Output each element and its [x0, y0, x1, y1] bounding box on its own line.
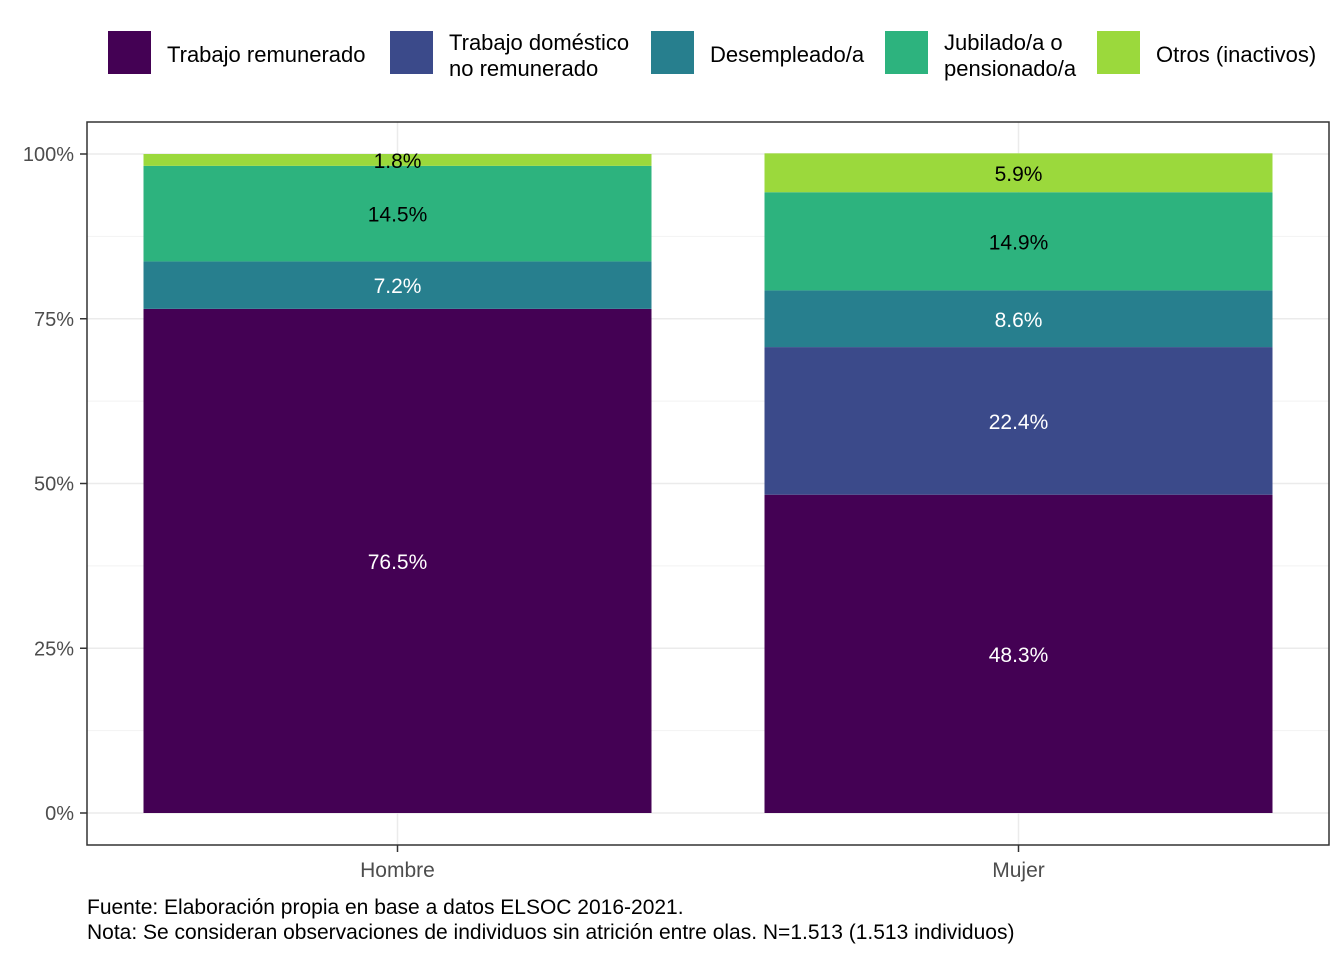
- data-label-mujer-jubilado-a-o-pensionado-a: 14.9%: [989, 231, 1049, 254]
- bar-mujer-trabajo-domestico-no-remunerado: [764, 347, 1273, 495]
- legend-label-desempleado-a: Desempleado/a: [710, 42, 865, 67]
- data-label-mujer-trabajo-domestico-no-remunerado: 22.4%: [989, 411, 1049, 434]
- data-label-hombre-trabajo-remunerado: 76.5%: [368, 551, 428, 574]
- legend-key-desempleado-a: [651, 31, 694, 74]
- y-tick-label: 0%: [45, 803, 74, 825]
- y-tick-label: 25%: [34, 638, 74, 660]
- bar-mujer-jubilado-a-o-pensionado-a: [764, 192, 1273, 291]
- legend-label-jubilado-a-o-pensionado-a-line-2: pensionado/a: [944, 56, 1077, 81]
- bars: [143, 153, 1273, 813]
- bar-hombre-jubilado-a-o-pensionado-a: [143, 165, 652, 262]
- bar-labels: 76.5% 7.2% 14.5% 1.8% 48.3% 22.4% 8.6% 14.9% 5.9…: [368, 150, 1049, 667]
- legend-key-otros-inactivos: [1097, 31, 1140, 74]
- y-tick-label: 75%: [34, 309, 74, 331]
- bar-hombre-trabajo-remunerado: [143, 308, 652, 813]
- data-label-mujer-otros-inactivos: 5.9%: [995, 163, 1043, 186]
- x-tick-label-hombre: Hombre: [360, 859, 435, 882]
- caption-source: Fuente: Elaboración propia en base a dat…: [87, 896, 684, 919]
- legend-label-jubilado-a-o-pensionado-a-line-1: Jubilado/a o: [944, 30, 1063, 55]
- legend-label-otros-inactivos: Otros (inactivos): [1156, 42, 1316, 67]
- legend-key-trabajo-domestico-no-remunerado: [390, 31, 433, 74]
- legend-key-trabajo-remunerado: [108, 31, 151, 74]
- bar-mujer-trabajo-remunerado: [764, 494, 1273, 813]
- x-tick-label-mujer: Mujer: [992, 859, 1045, 882]
- data-label-hombre-jubilado-a-o-pensionado-a: 14.5%: [368, 204, 428, 227]
- legend-label-trabajo-domestico-no-remunerado-line-2: no remunerado: [449, 56, 598, 81]
- data-label-hombre-otros-inactivos: 1.8%: [374, 150, 422, 173]
- y-tick-label: 50%: [34, 474, 74, 496]
- bar-mujer-desempleado-a: [764, 290, 1273, 348]
- data-label-mujer-desempleado-a: 8.6%: [995, 309, 1043, 332]
- data-label-hombre-desempleado-a: 7.2%: [374, 275, 422, 298]
- y-axis: 0% 25% 50% 75% 100%: [23, 144, 87, 825]
- legend-item-otros-inactivos: Otros (inactivos): [1097, 31, 1316, 74]
- legend-item-trabajo-remunerado: Trabajo remunerado: [108, 31, 366, 74]
- legend-label-trabajo-remunerado: Trabajo remunerado: [167, 42, 366, 67]
- bar-hombre-desempleado-a: [143, 261, 652, 309]
- caption-note: Nota: Se consideran observaciones de ind…: [87, 921, 1015, 944]
- data-label-mujer-trabajo-remunerado: 48.3%: [989, 644, 1049, 667]
- bar-hombre-otros-inactivos: [143, 154, 652, 166]
- legend-item-desempleado-a: Desempleado/a: [651, 31, 865, 74]
- legend-label-trabajo-domestico-no-remunerado-line-1: Trabajo doméstico: [449, 30, 629, 55]
- x-axis: Hombre Mujer: [360, 845, 1045, 882]
- legend-key-jubilado-a-o-pensionado-a: [885, 31, 928, 74]
- bar-mujer-otros-inactivos: [764, 153, 1273, 193]
- y-tick-label: 100%: [23, 144, 74, 166]
